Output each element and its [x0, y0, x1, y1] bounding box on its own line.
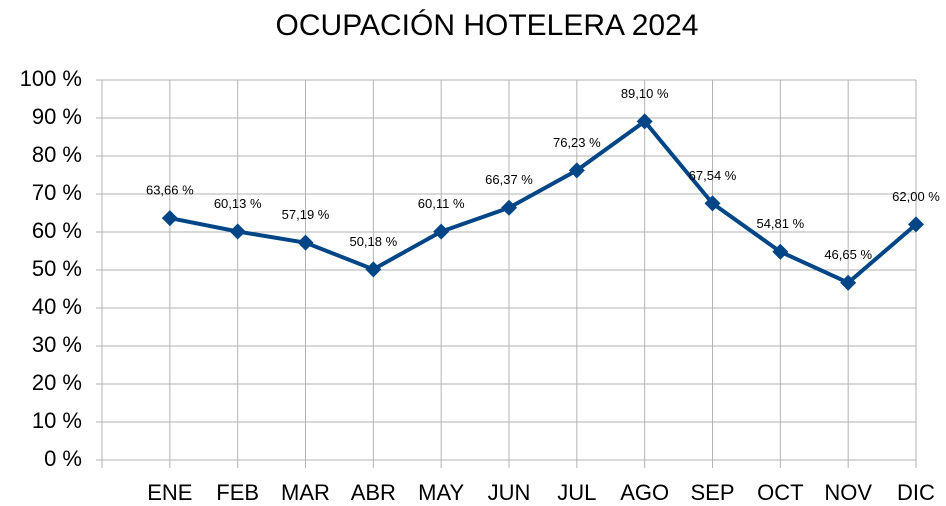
x-tick-label: ABR [351, 480, 396, 505]
marker [501, 199, 517, 216]
marker [840, 274, 857, 291]
data-label: 60,11 % [418, 196, 465, 211]
marker [161, 210, 178, 227]
y-tick-label: 100 % [20, 66, 82, 91]
marker [297, 234, 314, 251]
data-label: 60,13 % [214, 196, 262, 211]
marker [772, 243, 789, 260]
y-tick-label: 70 % [32, 180, 82, 205]
y-tick-label: 40 % [32, 294, 82, 319]
marker [636, 113, 653, 130]
line [169, 119, 918, 285]
x-tick-label: SEP [690, 480, 734, 505]
marker [568, 162, 585, 179]
x-tick-label: JUL [557, 480, 596, 505]
y-tick-label: 20 % [32, 370, 82, 395]
x-tick-label: FEB [216, 480, 259, 505]
data-label: 57,19 % [282, 207, 330, 222]
y-tick-label: 90 % [32, 104, 82, 129]
y-tick-label: 10 % [32, 408, 82, 433]
data-label: 50,18 % [349, 234, 397, 249]
x-tick-label: DIC [897, 480, 935, 505]
y-tick-label: 60 % [32, 218, 82, 243]
x-tick-label: OCT [757, 480, 803, 505]
x-tick-label: AGO [620, 480, 669, 505]
marker [704, 195, 721, 212]
x-tick-label: MAR [281, 480, 330, 505]
marker [908, 216, 924, 233]
data-label: 66,37 % [485, 172, 533, 187]
chart-title: OCUPACIÓN HOTELERA 2024 [276, 9, 699, 42]
data-label: 54,81 % [756, 216, 804, 231]
x-tick-label: NOV [824, 480, 872, 505]
x-tick-label: JUN [488, 480, 531, 505]
y-tick-label: 80 % [32, 142, 82, 167]
data-label: 46,65 % [824, 247, 872, 262]
y-tick-label: 30 % [32, 332, 82, 357]
marker [365, 261, 382, 278]
data-label: 67,54 % [689, 168, 737, 183]
y-tick-label: 50 % [32, 256, 82, 281]
data-label: 62,00 % [892, 189, 940, 204]
marker [229, 223, 246, 240]
data-label: 76,23 % [553, 135, 601, 150]
x-tick-label: MAY [418, 480, 464, 505]
data-label: 63,66 % [146, 183, 194, 198]
y-tick-label: 0 % [44, 446, 82, 471]
x-tick-label: ENE [147, 480, 192, 505]
data-label: 89,10 % [621, 86, 669, 101]
marker [433, 223, 450, 240]
